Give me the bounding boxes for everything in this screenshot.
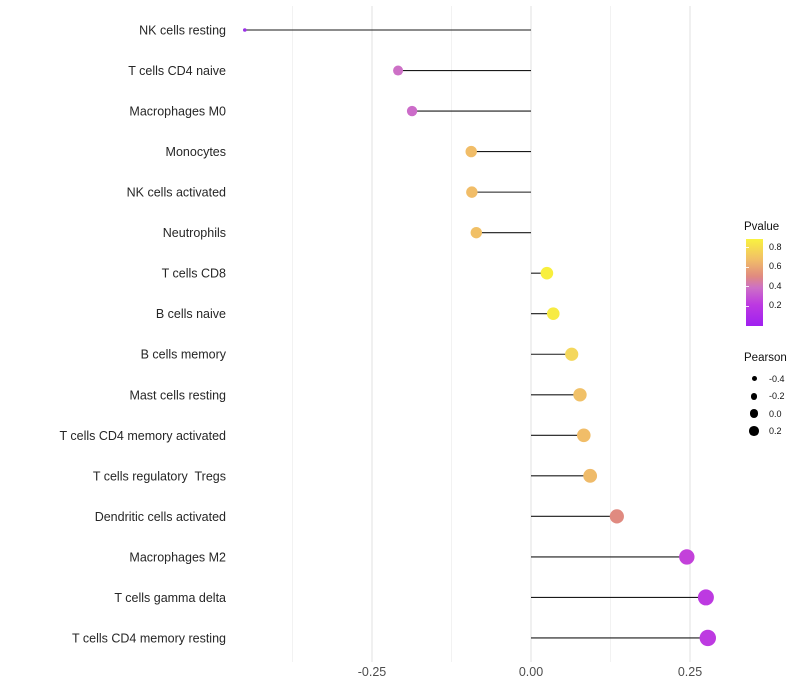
pvalue-colorbar-label: 0.6	[769, 261, 782, 271]
pvalue-colorbar-tick	[746, 305, 749, 307]
pearson-legend: Pearson -0.4 -0.2 0.0 0.2	[743, 352, 800, 440]
lollipop-dot	[565, 347, 579, 361]
pearson-size-dot-cell	[743, 426, 765, 437]
category-label: NK cells resting	[139, 24, 226, 38]
category-label: Mast cells resting	[129, 388, 226, 402]
category-label: T cells CD4 memory activated	[60, 429, 227, 443]
x-tick-label: 0.00	[519, 665, 543, 679]
lollipop-dot	[540, 266, 554, 280]
category-label: Macrophages M2	[129, 550, 226, 564]
pearson-legend-item: -0.2	[743, 388, 800, 406]
category-label: T cells gamma delta	[114, 591, 226, 605]
lollipop-dot	[465, 145, 477, 158]
pearson-legend-item: 0.2	[743, 423, 800, 441]
lollipop-dot	[609, 509, 624, 524]
pvalue-colorbar-wrap: 0.8 0.6 0.4 0.2	[743, 239, 800, 326]
lollipop-dot	[573, 388, 587, 402]
lollipop-dot	[466, 186, 478, 198]
pvalue-colorbar-tick	[746, 247, 749, 248]
lollipop-dot	[576, 428, 591, 443]
pearson-size-label: 0.0	[769, 408, 782, 419]
pearson-legend-title: Pearson	[744, 352, 787, 364]
category-label: B cells memory	[141, 348, 227, 362]
pearson-size-dot	[751, 376, 757, 382]
pvalue-legend: Pvalue 0.8 0.6 0.4 0.2	[743, 221, 800, 326]
pvalue-colorbar-label: 0.4	[769, 280, 782, 291]
x-tick-label: 0.25	[678, 665, 702, 679]
pearson-legend-item: -0.4	[743, 370, 800, 388]
x-tick-label: -0.25	[358, 665, 387, 679]
category-label: Monocytes	[166, 145, 226, 159]
category-label: T cells regulatory Tregs	[93, 469, 226, 483]
pvalue-colorbar	[746, 239, 763, 326]
pearson-size-dot	[750, 392, 758, 400]
pearson-size-dot	[749, 426, 759, 437]
lollipop-dot	[699, 629, 717, 647]
category-label: T cells CD8	[162, 267, 226, 281]
lollipop-dot	[679, 549, 695, 565]
pvalue-colorbar-tick	[746, 266, 749, 268]
category-label: T cells CD4 naive	[128, 64, 226, 78]
pvalue-colorbar-label: 0.2	[769, 300, 782, 310]
pvalue-colorbar-tick	[746, 286, 749, 287]
pearson-size-dot	[749, 409, 759, 419]
lollipop-dot	[583, 468, 598, 483]
pearson-size-dot-cell	[743, 409, 765, 419]
pearson-size-label: -0.4	[769, 373, 785, 384]
lollipop-dot	[406, 105, 418, 117]
pearson-size-label: -0.2	[769, 391, 785, 402]
lollipop-dot	[470, 226, 483, 239]
category-label: T cells CD4 memory resting	[72, 631, 226, 645]
category-label: Dendritic cells activated	[95, 510, 226, 524]
pearson-size-label: 0.2	[769, 426, 782, 437]
category-label: Neutrophils	[163, 226, 226, 240]
category-label: B cells naive	[156, 307, 226, 321]
pvalue-colorbar-label: 0.8	[769, 241, 782, 252]
lollipop-dot	[243, 28, 247, 32]
lollipop-dot	[546, 307, 560, 321]
lollipop-dot	[697, 589, 714, 606]
category-label: NK cells activated	[127, 186, 226, 200]
category-label: Macrophages M0	[129, 105, 226, 119]
pvalue-legend-title: Pvalue	[744, 221, 780, 233]
lollipop-dot	[393, 65, 404, 76]
pearson-legend-item: 0.0	[743, 405, 800, 423]
pearson-size-dot-cell	[743, 392, 765, 400]
pearson-size-dot-cell	[743, 376, 765, 382]
